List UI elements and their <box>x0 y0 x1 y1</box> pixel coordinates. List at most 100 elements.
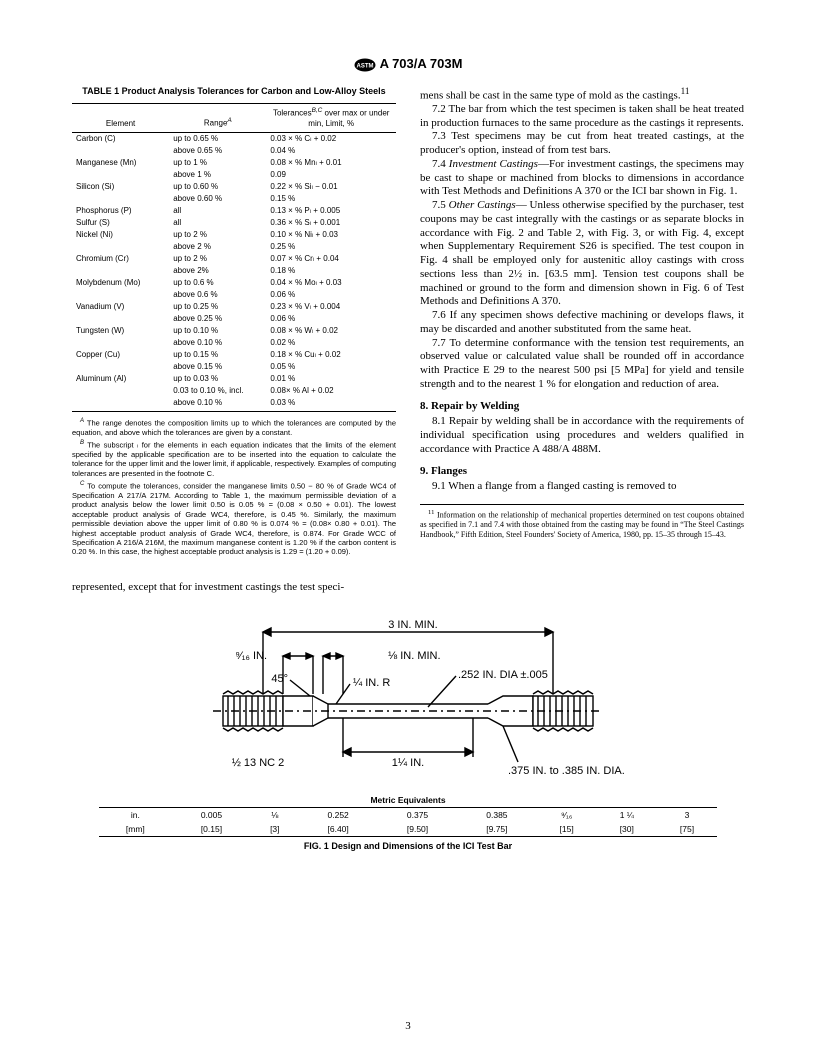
metric-cell: [0.15] <box>172 822 251 837</box>
table1-cell: Aluminum (Al) <box>72 373 169 385</box>
p74: 7.4 Investment Castings—For investment c… <box>420 158 744 199</box>
page-header: ASTM A 703/A 703M <box>72 56 744 72</box>
table1-cell: up to 0.15 % <box>169 349 266 361</box>
table1-cell <box>72 289 169 301</box>
table1-cell: 0.08× % Al + 0.02 <box>266 385 396 397</box>
metric-cell: [15] <box>537 822 597 837</box>
table1-cell: 0.18 % <box>266 265 396 277</box>
table1-cell <box>72 337 169 349</box>
lbl-qr: ¼ IN. R <box>353 677 390 689</box>
table1-cell: 0.09 <box>266 169 396 181</box>
table1-cell: up to 2 % <box>169 253 266 265</box>
table1-cell: Chromium (Cr) <box>72 253 169 265</box>
table1-cell: 0.05 % <box>266 361 396 373</box>
table1-cell: 0.03 % <box>266 397 396 412</box>
table1-cell: 0.06 % <box>266 313 396 325</box>
table1-cell: above 0.10 % <box>169 337 266 349</box>
page-number: 3 <box>0 1020 816 1032</box>
table1-cell <box>72 241 169 253</box>
table1-cell: 0.01 % <box>266 373 396 385</box>
table1-cell: above 0.25 % <box>169 313 266 325</box>
table1-cell: 0.08 × % Wₗ + 0.02 <box>266 325 396 337</box>
metric-cell: [3] <box>251 822 298 837</box>
lbl-thread: ½ 13 NC 2 <box>232 757 285 769</box>
table1-cell: Carbon (C) <box>72 132 169 145</box>
p73: 7.3 Test specimens may be cut from heat … <box>420 130 744 158</box>
metric-cell: [6.40] <box>298 822 377 837</box>
table1-cell <box>72 385 169 397</box>
table1: Element RangeA TolerancesB,C over max or… <box>72 103 396 412</box>
metric-cell: ⅛ <box>251 808 298 822</box>
table1-cell: Phosphorus (P) <box>72 205 169 217</box>
metric-cell: [mm] <box>99 822 172 837</box>
metric-cell: [30] <box>597 822 657 837</box>
table1-cell: 0.10 × % Niₗ + 0.03 <box>266 229 396 241</box>
astm-logo-icon: ASTM <box>354 58 376 72</box>
p91: 9.1 When a flange from a flanged casting… <box>420 480 744 494</box>
table1-cell: Vanadium (V) <box>72 301 169 313</box>
table1-cell: Copper (Cu) <box>72 349 169 361</box>
lbl-252: .252 IN. DIA ±.005 <box>458 669 548 681</box>
lbl-45: 45° <box>271 673 288 685</box>
ici-test-bar-drawing: 3 IN. MIN. ⁹⁄₁₆ IN. ⅛ IN. MIN. 45° <box>168 612 648 787</box>
table1-cell: 0.04 × % Moₗ + 0.03 <box>266 277 396 289</box>
metric-cell: ⁹⁄₁₆ <box>537 808 597 822</box>
table1-cell: above 2 % <box>169 241 266 253</box>
table1-title: TABLE 1 Product Analysis Tolerances for … <box>72 86 396 98</box>
fig1-caption: FIG. 1 Design and Dimensions of the ICI … <box>72 841 744 851</box>
metric-cell: [9.75] <box>457 822 536 837</box>
table1-head-tol: TolerancesB,C over max or under min, Lim… <box>266 104 396 133</box>
table1-cell: up to 0.25 % <box>169 301 266 313</box>
table1-cell: 0.03 × % Cₗ + 0.02 <box>266 132 396 145</box>
table1-cell: 0.06 % <box>266 289 396 301</box>
table1-cell: up to 1 % <box>169 157 266 169</box>
table1-cell: Manganese (Mn) <box>72 157 169 169</box>
table1-cell: 0.03 to 0.10 %, incl. <box>169 385 266 397</box>
table1-cell: 0.04 % <box>266 145 396 157</box>
table1-cell: Silicon (Si) <box>72 181 169 193</box>
p72: 7.2 The bar from which the test specimen… <box>420 103 744 131</box>
table1-cell <box>72 169 169 181</box>
metric-cell: 0.252 <box>298 808 377 822</box>
metric-cell: in. <box>99 808 172 822</box>
table1-cell <box>72 397 169 412</box>
footnote-11: 11 Information on the relationship of me… <box>420 504 744 539</box>
table1-head-element: Element <box>72 104 169 133</box>
metric-equiv-table: in.0.005⅛0.2520.3750.385⁹⁄₁₆1 ¼3[mm][0.1… <box>99 808 717 837</box>
table1-cell: above 2% <box>169 265 266 277</box>
lbl-375: .375 IN. to .385 IN. DIA. <box>508 765 625 777</box>
table1-cell: above 0.10 % <box>169 397 266 412</box>
table1-cell: up to 0.10 % <box>169 325 266 337</box>
metric-cell: [9.50] <box>378 822 457 837</box>
lbl-1q: 1¼ IN. <box>392 757 424 769</box>
table1-cell: 0.36 × % Sₗ + 0.001 <box>266 217 396 229</box>
table1-cell: Nickel (Ni) <box>72 229 169 241</box>
table1-cell: 0.08 × % Mnₗ + 0.01 <box>266 157 396 169</box>
metric-cell: 3 <box>657 808 717 822</box>
table1-cell: above 0.6 % <box>169 289 266 301</box>
p75: 7.5 Other Castings— Unless otherwise spe… <box>420 199 744 309</box>
table1-cell: 0.25 % <box>266 241 396 253</box>
left-tail-text: represented, except that for investment … <box>72 581 396 595</box>
table1-cell: up to 0.65 % <box>169 132 266 145</box>
table1-cell: up to 0.6 % <box>169 277 266 289</box>
table1-cell <box>72 145 169 157</box>
table1-cell: 0.22 × % Siₗ − 0.01 <box>266 181 396 193</box>
table1-cell: up to 2 % <box>169 229 266 241</box>
p77: 7.7 To determine conformance with the te… <box>420 337 744 392</box>
lbl-3in: 3 IN. MIN. <box>388 619 438 631</box>
table1-footnotes: A The range denotes the composition limi… <box>72 418 396 557</box>
metric-cell: 0.385 <box>457 808 536 822</box>
table1-cell: 0.02 % <box>266 337 396 349</box>
table1-cell: 0.07 × % Crₗ + 0.04 <box>266 253 396 265</box>
svg-text:ASTM: ASTM <box>356 63 373 69</box>
table1-cell: 0.13 × % Pₗ + 0.005 <box>266 205 396 217</box>
table1-cell: up to 0.60 % <box>169 181 266 193</box>
p71-end: mens shall be cast in the same type of m… <box>420 86 744 103</box>
table1-cell <box>72 313 169 325</box>
table1-cell: all <box>169 205 266 217</box>
p81: 8.1 Repair by welding shall be in accord… <box>420 415 744 456</box>
table1-head-range: RangeA <box>169 104 266 133</box>
sec9-head: 9. Flanges <box>420 465 744 479</box>
table1-cell: up to 0.03 % <box>169 373 266 385</box>
